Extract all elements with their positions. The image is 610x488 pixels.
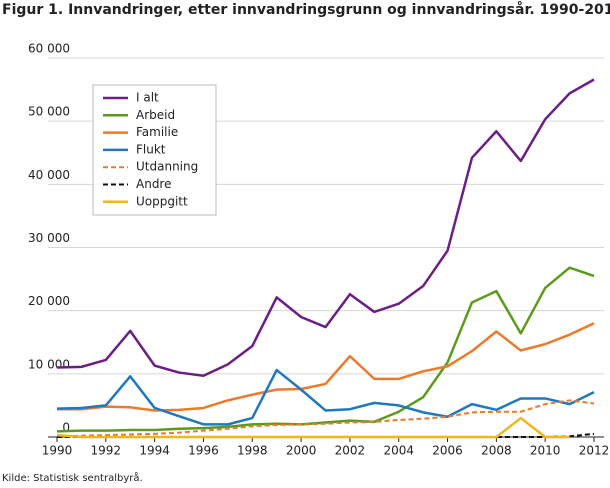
x-tick-label: 2012 [579,444,610,458]
series-line [56,416,570,439]
chart-title: Figur 1. Innvandringer, etter innvandrin… [2,1,610,18]
legend-label: Utdanning [136,160,198,174]
y-tick-label: 60 000 [28,42,70,56]
legend-label: Flukt [136,142,166,156]
x-tick-label: 1992 [91,444,122,458]
source: Kilde: Statistisk sentralbyrå. [2,471,143,484]
y-tick-label: 10 000 [28,357,70,371]
y-tick-label: 20 000 [28,294,70,308]
series-line [56,399,595,438]
series-line [57,322,595,412]
legend-label: Familie [136,125,178,139]
x-tick-label: 2004 [383,444,414,458]
legend-label: Andre [136,177,171,191]
x-tick-label: 2002 [335,444,366,458]
y-tick-label: 30 000 [28,231,70,245]
x-tick-label: 1996 [188,444,219,458]
legend-label: Arbeid [136,108,175,122]
legend-label: I alt [136,91,159,105]
x-tick-label: 2006 [432,444,463,458]
y-tick-label: 40 000 [28,168,70,182]
x-tick-label: 1994 [139,444,170,458]
x-tick-label: 2010 [530,444,561,458]
x-tick-label: 1990 [42,444,73,458]
y-tick-label: 50 000 [28,105,70,119]
x-tick-label: 1998 [237,444,268,458]
y-tick-label: 0 [62,421,70,435]
series-line [56,78,595,377]
x-tick-label: 2008 [481,444,512,458]
series-line [56,266,595,433]
series-line [56,368,595,426]
legend-label: Uoppgitt [136,194,188,208]
x-tick-label: 2000 [286,444,317,458]
